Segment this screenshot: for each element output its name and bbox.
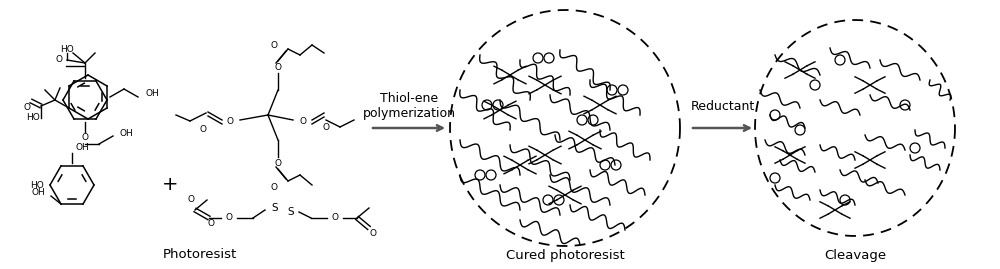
Text: Reductant: Reductant	[690, 100, 755, 112]
Text: Photoresist: Photoresist	[163, 249, 237, 261]
Text: S: S	[272, 203, 278, 213]
Text: O: O	[274, 62, 282, 72]
Text: +: +	[162, 175, 178, 194]
Text: polymerization: polymerization	[362, 108, 456, 121]
Text: O: O	[200, 126, 207, 134]
Text: O: O	[332, 214, 338, 222]
Text: OH: OH	[31, 187, 45, 197]
Text: OH: OH	[145, 90, 159, 98]
Text: Cured photoresist: Cured photoresist	[506, 249, 624, 261]
Text: O: O	[82, 133, 88, 143]
Text: Cleavage: Cleavage	[824, 249, 886, 261]
Text: O: O	[270, 41, 278, 49]
Text: OH: OH	[119, 129, 133, 137]
Text: O: O	[226, 118, 234, 126]
Text: O: O	[23, 104, 30, 112]
Text: O: O	[274, 158, 282, 168]
Text: O: O	[56, 55, 63, 65]
Text: HO: HO	[60, 44, 74, 54]
Text: O: O	[226, 214, 232, 222]
Text: O: O	[322, 122, 330, 132]
Text: O: O	[188, 196, 194, 204]
Text: O: O	[270, 182, 278, 192]
Text: HO: HO	[26, 114, 40, 122]
Text: HO: HO	[30, 180, 44, 189]
Text: O: O	[370, 229, 376, 239]
Text: S: S	[288, 207, 294, 217]
Text: O: O	[208, 220, 214, 228]
Text: Thiol-ene: Thiol-ene	[380, 91, 438, 104]
Text: O: O	[300, 118, 306, 126]
Text: OH: OH	[76, 143, 90, 151]
